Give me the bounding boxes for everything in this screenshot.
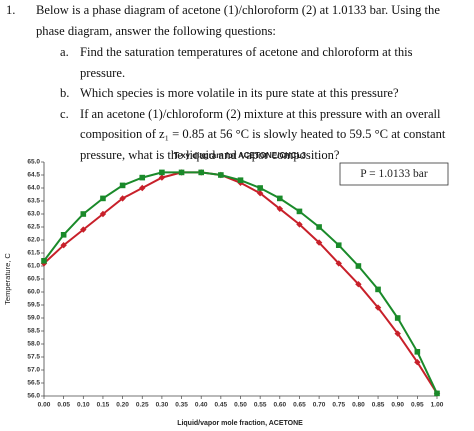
- point: [237, 177, 244, 183]
- x-tick-label: 0.80: [352, 402, 365, 409]
- sub-question: a. Find the saturation temperatures of a…: [60, 42, 460, 83]
- point: [41, 258, 47, 264]
- y-tick-label: 61.5: [27, 250, 40, 257]
- sub-label: b.: [60, 86, 70, 100]
- x-tick-label: 0.50: [234, 402, 247, 409]
- y-tick-label: 61.0: [27, 263, 40, 270]
- point: [178, 169, 185, 176]
- point: [355, 263, 362, 269]
- x-tick-label: 0.05: [57, 402, 70, 409]
- x-tick-label: 0.85: [372, 402, 385, 409]
- series-line: [43, 171, 438, 394]
- point: [119, 182, 126, 189]
- y-tick-label: 63.5: [27, 198, 40, 205]
- point: [374, 304, 382, 311]
- sub-label: c.: [60, 106, 69, 121]
- series-line: [43, 171, 438, 394]
- y-tick-label: 60.0: [27, 289, 40, 296]
- point: [100, 195, 106, 202]
- y-tick-label: 57.5: [27, 354, 40, 361]
- point: [296, 208, 303, 215]
- x-tick-label: 0.65: [293, 402, 306, 409]
- sub-label: a.: [60, 45, 69, 59]
- point: [355, 281, 362, 288]
- point: [158, 174, 166, 181]
- x-tick-label: 0.95: [411, 402, 424, 409]
- point: [218, 172, 224, 178]
- point: [60, 242, 67, 249]
- point: [414, 349, 421, 355]
- x-tick-label: 0.45: [215, 402, 228, 409]
- y-tick-label: 63.0: [27, 211, 40, 218]
- x-tick-label: 0.00: [38, 402, 51, 409]
- point: [60, 232, 67, 238]
- y-tick-label: 59.5: [27, 302, 40, 309]
- y-tick-label: 59.0: [27, 315, 40, 322]
- point: [394, 330, 401, 337]
- x-tick-label: 0.60: [273, 402, 286, 409]
- x-tick-label: 0.35: [175, 402, 188, 409]
- y-tick-label: 62.0: [27, 237, 40, 244]
- y-tick-label: 60.5: [27, 276, 40, 283]
- x-tick-label: 1.00: [431, 402, 444, 409]
- y-tick-label: 64.5: [27, 172, 40, 179]
- point: [99, 210, 107, 218]
- y-tick-label: 65.0: [27, 159, 40, 166]
- x-tick-label: 0.10: [77, 402, 90, 409]
- point: [414, 359, 421, 366]
- x-tick-label: 0.20: [116, 402, 129, 409]
- question: 1. Below is a phase diagram of acetone (…: [0, 0, 474, 165]
- sub-question: b. Which species is more volatile in its…: [60, 83, 460, 104]
- y-tick-label: 56.5: [27, 380, 40, 387]
- y-axis-label: Temperature, C: [3, 253, 12, 305]
- question-text: Below is a phase diagram of acetone (1)/…: [36, 3, 440, 38]
- point: [296, 221, 303, 228]
- x-tick-label: 0.25: [136, 402, 149, 409]
- point: [80, 226, 87, 233]
- point: [276, 205, 283, 212]
- x-tick-label: 0.70: [313, 402, 326, 409]
- point: [256, 190, 264, 197]
- sub-question: c. If an acetone (1)/chloroform (2) mixt…: [60, 104, 460, 166]
- x-axis-label: Liquid/vapor mole fraction, ACETONE: [177, 420, 303, 427]
- question-item: 1. Below is a phase diagram of acetone (…: [0, 0, 474, 41]
- y-tick-label: 56.0: [27, 393, 40, 400]
- point: [198, 169, 204, 176]
- annotation-box: [339, 162, 449, 186]
- x-tick-label: 0.90: [391, 402, 404, 409]
- point: [335, 242, 342, 248]
- y-tick-label: 58.5: [27, 328, 40, 335]
- point: [434, 390, 440, 397]
- point: [139, 184, 146, 192]
- y-tick-label: 62.5: [27, 224, 40, 231]
- y-tick-label: 64.0: [27, 185, 40, 192]
- point: [316, 224, 322, 230]
- item-number: 1.: [6, 3, 16, 17]
- chart-title: T-xy diagram for ACETONE/CHCL3: [174, 151, 307, 160]
- point: [394, 315, 401, 321]
- y-tick-label: 57.0: [27, 367, 40, 374]
- point: [119, 195, 126, 202]
- sub-text: Find the saturation temperatures of acet…: [80, 45, 413, 80]
- x-tick-label: 0.30: [156, 402, 169, 409]
- point: [257, 185, 263, 191]
- sub-text: Which species is more volatile in its pu…: [80, 86, 399, 100]
- point: [335, 260, 342, 267]
- x-tick-label: 0.15: [97, 402, 110, 409]
- x-tick-label: 0.40: [195, 402, 208, 409]
- point: [277, 195, 283, 202]
- y-tick-label: 58.0: [27, 341, 40, 348]
- x-tick-label: 0.75: [332, 402, 345, 409]
- sub-text: If an acetone (1)/chloroform (2) mixture…: [80, 106, 446, 162]
- point: [159, 169, 165, 176]
- point: [375, 286, 381, 293]
- x-tick-label: 0.55: [254, 402, 267, 409]
- point: [315, 239, 323, 246]
- annotation: P = 1.0133 bar: [360, 168, 428, 180]
- point: [80, 211, 87, 217]
- point: [139, 174, 146, 181]
